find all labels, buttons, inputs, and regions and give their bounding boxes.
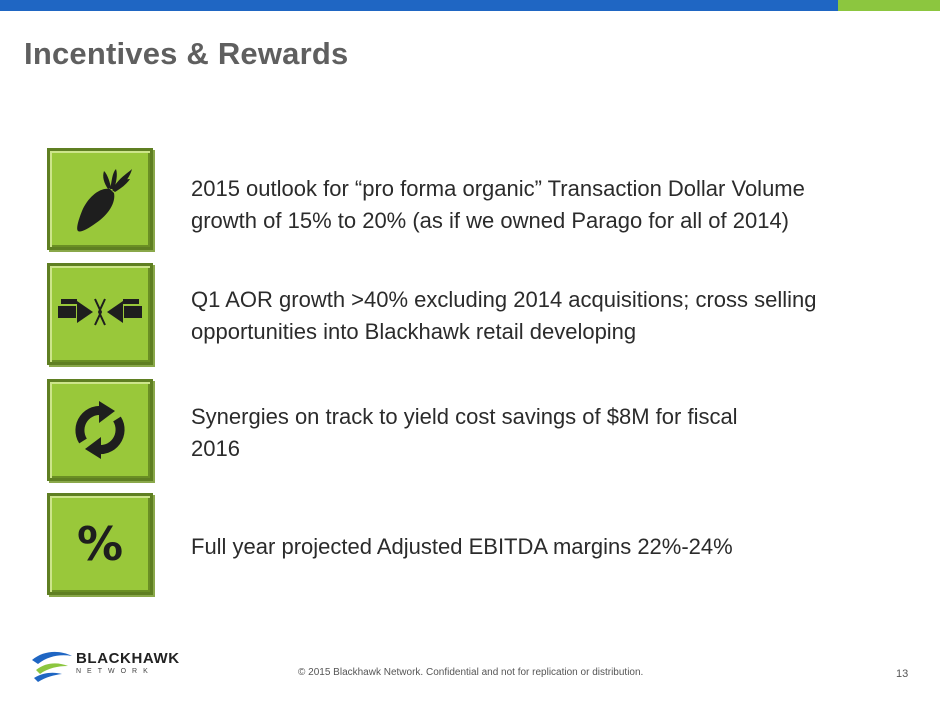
- carrot-icon: [77, 169, 132, 232]
- converging-arrows-icon: [56, 298, 144, 326]
- page-number: 13: [896, 668, 909, 680]
- carrot-tile: [47, 148, 153, 250]
- item-text-ebitda-margins: Full year projected Adjusted EBITDA marg…: [191, 534, 733, 559]
- logo-brand-text: BLACKHAWK: [76, 650, 180, 667]
- top-accent-bar-green: [838, 0, 940, 11]
- percent-icon: %: [76, 517, 124, 571]
- item-text-aor-growth: Q1 AOR growth >40% excluding 2014 acquis…: [191, 287, 817, 344]
- hawk-swoosh-icon: [32, 651, 72, 682]
- logo-sub-text: NETWORK: [76, 668, 154, 675]
- converging-arrows-tile: [47, 263, 153, 365]
- refresh-icon: [75, 401, 125, 459]
- slide-title: Incentives & Rewards: [24, 36, 349, 71]
- top-accent-bar: [0, 0, 940, 11]
- refresh-tile: [47, 379, 153, 481]
- item-text-synergies: Synergies on track to yield cost savings…: [191, 404, 738, 461]
- item-text-tdv-outlook: 2015 outlook for “pro forma organic” Tra…: [191, 176, 805, 233]
- copyright-footer: © 2015 Blackhawk Network. Confidential a…: [298, 667, 644, 678]
- percent-tile: %: [47, 493, 153, 595]
- blackhawk-logo: BLACKHAWK NETWORK: [30, 648, 180, 688]
- top-accent-bar-blue: [0, 0, 838, 11]
